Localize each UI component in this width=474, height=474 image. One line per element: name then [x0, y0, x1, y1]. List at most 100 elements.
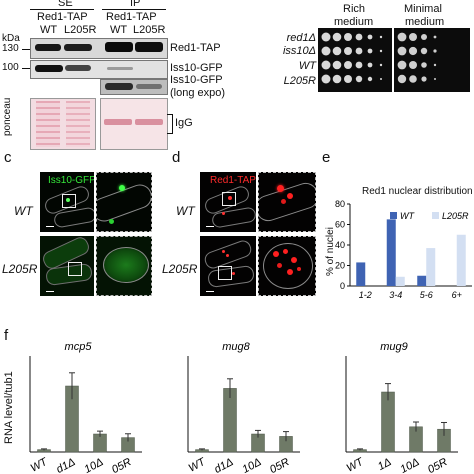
gfp-focus: [119, 185, 125, 191]
scale-bar: [46, 226, 54, 227]
colony-spot: [321, 46, 331, 56]
red1-focus: [222, 250, 225, 253]
lane-label-ip-wt: WT: [110, 24, 128, 36]
red1-focus: [297, 267, 301, 271]
y-tick-label: 0: [340, 281, 345, 291]
panel-d-row-wt: WT: [176, 204, 195, 218]
band: [105, 83, 133, 90]
panel-d-row-l205r: L205R: [162, 262, 198, 276]
se-header: SE: [58, 0, 73, 9]
ip-strain-label: Red1-TAP: [106, 11, 157, 23]
colony-spot: [409, 75, 417, 83]
colony-spot: [321, 74, 331, 84]
x-tick-label: d1Δ: [212, 456, 235, 474]
red1-focus: [287, 193, 293, 199]
x-tick-label: 05R: [268, 456, 292, 474]
zoom-box: [218, 266, 232, 280]
x-tick-label: 05R: [110, 456, 134, 474]
blot-iss10-gfp-long-expo: [100, 79, 168, 95]
rich-plate: [318, 28, 392, 92]
cell-diffuse-signal: [103, 247, 149, 283]
x-tick-label: WT: [187, 455, 209, 474]
strain-label-l205r: L205R: [283, 75, 316, 87]
colony-spot: [344, 75, 352, 83]
gfp-l205r-image: [40, 236, 94, 296]
band: [35, 65, 63, 72]
ponceau-label: ponceau: [2, 97, 13, 136]
igg-label: IgG: [175, 117, 193, 129]
colony-spot: [408, 46, 418, 56]
cell-outline: [263, 243, 313, 289]
bar-mug9-1: [381, 391, 395, 453]
red1-focus: [228, 196, 232, 200]
red1-focus: [287, 269, 293, 275]
kda-label: kDa: [2, 33, 20, 44]
marker-100: 100: [2, 62, 19, 73]
se-header-line: [30, 9, 94, 10]
colony-spot: [332, 46, 342, 56]
gfp-wt-image: Iss10-GFP: [40, 172, 94, 232]
red1-focus: [226, 254, 229, 257]
colony-spot: [397, 46, 407, 56]
ponceau-lane: [66, 101, 90, 147]
red1-focus: [222, 212, 225, 215]
colony-spot: [379, 35, 383, 39]
x-tick-label: 05R: [426, 456, 450, 474]
colony-spot: [321, 32, 331, 42]
minimal-plate: [394, 28, 470, 92]
ponceau-igg-band: [135, 119, 163, 125]
band: [65, 65, 91, 71]
colony-spot: [421, 34, 427, 40]
tap-wt-image: Red1-TAP: [200, 172, 256, 232]
igg-bracket: [167, 114, 173, 134]
blot-red1-tap: [30, 38, 168, 59]
colony-spot: [344, 47, 352, 55]
red1-focus: [273, 251, 279, 257]
panel-c-row-l205r: L205R: [2, 262, 38, 276]
strain-label-red1: red1Δ: [286, 32, 316, 44]
ponceau-strip-ip: [100, 98, 168, 150]
colony-spot: [397, 60, 407, 70]
band: [64, 44, 92, 51]
x-tick-label: 6+: [452, 290, 462, 300]
legend-swatch-l205r: [432, 212, 439, 219]
colony-spot: [355, 75, 363, 83]
x-tick-label: 3-4: [389, 290, 402, 300]
strain-label-iss10: iss10Δ: [282, 45, 316, 57]
colony-spot: [420, 47, 428, 55]
legend-label-l205r: L205R: [442, 211, 469, 221]
red1-focus: [277, 263, 282, 268]
colony-spots: [321, 32, 437, 84]
blot-iss10-gfp: [30, 60, 168, 79]
band-label-iss10-gfp-long: Iss10-GFP: [170, 74, 223, 86]
gfp-wt-zoom: [96, 172, 152, 232]
chart-e-plot: 0 20 40 60 80 1-2 3-4 5-6 6+ WT L205R: [335, 199, 472, 300]
panel-d-microscopy: Red1-TAP: [200, 172, 316, 296]
bar-l205r-5-6: [426, 248, 436, 286]
panel-letter-e: e: [322, 149, 331, 166]
x-tick-label: 10Δ: [240, 456, 263, 474]
rich-medium-label: Rich: [343, 3, 366, 15]
colony-spot: [332, 60, 342, 70]
colony-spot: [433, 49, 437, 53]
y-tick-label: 40: [335, 240, 345, 250]
red1-focus: [232, 272, 235, 275]
panel-letter-f: f: [4, 327, 9, 344]
x-tick-label: 5-6: [420, 290, 433, 300]
colony-spot: [367, 34, 373, 40]
panel-c-row-wt: WT: [14, 204, 33, 218]
marker-130: 130: [2, 43, 19, 54]
x-tick-label: 1-2: [359, 290, 372, 300]
chart-title-mug8: mug8: [222, 341, 250, 353]
gfp-focus: [109, 219, 114, 224]
colony-spot: [321, 60, 331, 70]
x-tick-label: 10Δ: [398, 456, 421, 474]
strain-label-wt: WT: [298, 60, 316, 72]
zoom-box: [222, 192, 236, 206]
colony-spot: [355, 61, 363, 69]
y-tick-label: 60: [335, 220, 345, 230]
panel-letter-c: c: [4, 149, 12, 166]
colony-spot: [433, 35, 437, 39]
chart-title-mug9: mug9: [380, 341, 408, 353]
